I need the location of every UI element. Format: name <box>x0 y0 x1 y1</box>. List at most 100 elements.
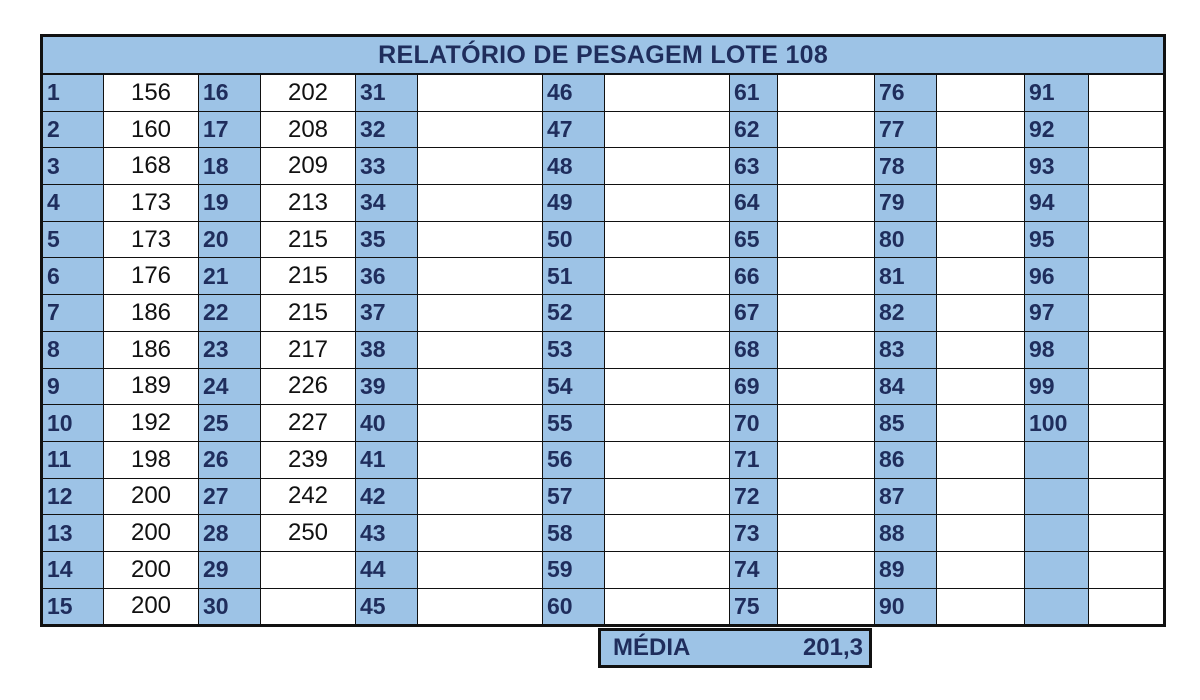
animal-number-cell: 30 <box>198 587 261 627</box>
average-label: MÉDIA <box>613 634 691 661</box>
weight-value-cell <box>604 147 730 186</box>
animal-number-cell: 64 <box>729 184 778 222</box>
table-row: 8 186 23 217 38 53 68 83 98 <box>41 330 1166 369</box>
weight-value-cell <box>260 550 356 589</box>
table-row: 10 192 25 227 40 55 70 85 100 <box>41 404 1166 442</box>
animal-number-cell: 84 <box>874 367 937 406</box>
weight-value-cell: 186 <box>103 294 199 332</box>
weight-value-cell <box>777 477 875 516</box>
animal-number-cell: 6 <box>41 257 104 296</box>
animal-number-cell: 38 <box>355 330 418 369</box>
animal-number-cell: 67 <box>729 294 778 332</box>
weight-value-cell <box>777 514 875 552</box>
animal-number-cell: 14 <box>41 550 104 589</box>
animal-number-cell: 93 <box>1024 147 1089 186</box>
animal-number-cell: 58 <box>542 514 605 552</box>
report-title: RELATÓRIO DE PESAGEM LOTE 108 <box>41 35 1165 75</box>
weight-value-cell: 156 <box>103 73 199 112</box>
animal-number-cell: 96 <box>1024 257 1089 296</box>
animal-number-cell: 82 <box>874 294 937 332</box>
animal-number-cell: 40 <box>355 404 418 442</box>
animal-number-cell: 80 <box>874 220 937 259</box>
weight-value-cell: 209 <box>260 147 356 186</box>
weight-value-cell: 173 <box>103 220 199 259</box>
animal-number-cell: 65 <box>729 220 778 259</box>
table-row: 11 198 26 239 41 56 71 86 <box>41 440 1166 479</box>
animal-number-cell: 9 <box>41 367 104 406</box>
weight-value-cell: 168 <box>103 147 199 186</box>
weight-value-cell <box>604 587 730 627</box>
weight-value-cell <box>417 477 543 516</box>
animal-number-cell: 10 <box>41 404 104 442</box>
animal-number-cell: 21 <box>198 257 261 296</box>
weight-value-cell: 202 <box>260 73 356 112</box>
animal-number-cell: 13 <box>41 514 104 552</box>
weight-value-cell <box>417 294 543 332</box>
weight-value-cell <box>1087 440 1166 479</box>
animal-number-cell: 76 <box>874 73 937 112</box>
animal-number-cell: 71 <box>729 440 778 479</box>
weight-value-cell: 213 <box>260 184 356 222</box>
animal-number-cell: 91 <box>1024 73 1089 112</box>
animal-number-cell: 99 <box>1024 367 1089 406</box>
weight-value-cell <box>936 73 1025 112</box>
weight-value-cell: 215 <box>260 220 356 259</box>
animal-number-cell: 2 <box>41 110 104 149</box>
animal-number-cell: 49 <box>542 184 605 222</box>
animal-number-cell: 77 <box>874 110 937 149</box>
animal-number-cell: 97 <box>1024 294 1089 332</box>
weight-value-cell <box>417 587 543 627</box>
animal-number-cell: 11 <box>41 440 104 479</box>
animal-number-cell: 47 <box>542 110 605 149</box>
animal-number-cell: 57 <box>542 477 605 516</box>
animal-number-cell: 7 <box>41 294 104 332</box>
weight-value-cell <box>936 330 1025 369</box>
animal-number-cell: 90 <box>874 587 937 627</box>
weight-value-cell <box>1087 147 1166 186</box>
weight-value-cell <box>1087 514 1166 552</box>
weight-value-cell: 200 <box>103 477 199 516</box>
animal-number-cell: 29 <box>198 550 261 589</box>
weight-value-cell: 217 <box>260 330 356 369</box>
weight-value-cell <box>417 404 543 442</box>
weight-value-cell <box>604 477 730 516</box>
animal-number-cell: 27 <box>198 477 261 516</box>
animal-number-cell: 12 <box>41 477 104 516</box>
weight-value-cell: 239 <box>260 440 356 479</box>
animal-number-cell: 33 <box>355 147 418 186</box>
animal-number-cell: 92 <box>1024 110 1089 149</box>
animal-number-cell: 25 <box>198 404 261 442</box>
weight-value-cell: 208 <box>260 110 356 149</box>
weight-value-cell <box>936 184 1025 222</box>
weight-value-cell <box>604 404 730 442</box>
animal-number-cell: 69 <box>729 367 778 406</box>
animal-number-cell: 34 <box>355 184 418 222</box>
animal-number-cell <box>1024 440 1089 479</box>
animal-number-cell: 87 <box>874 477 937 516</box>
animal-number-cell: 60 <box>542 587 605 627</box>
animal-number-cell: 81 <box>874 257 937 296</box>
weight-value-cell <box>604 110 730 149</box>
animal-number-cell: 20 <box>198 220 261 259</box>
weighing-table: RELATÓRIO DE PESAGEM LOTE 108 1 156 16 202 3… <box>40 34 1167 628</box>
animal-number-cell: 95 <box>1024 220 1089 259</box>
animal-number-cell: 32 <box>355 110 418 149</box>
animal-number-cell: 79 <box>874 184 937 222</box>
table-row: 3 168 18 209 33 48 63 78 93 <box>41 147 1166 186</box>
weight-value-cell <box>1087 404 1166 442</box>
weight-value-cell <box>604 330 730 369</box>
animal-number-cell: 42 <box>355 477 418 516</box>
animal-number-cell: 39 <box>355 367 418 406</box>
table-row: 1 156 16 202 31 46 61 76 91 <box>41 73 1166 112</box>
weight-value-cell: 215 <box>260 294 356 332</box>
weight-value-cell <box>936 220 1025 259</box>
weight-value-cell <box>417 220 543 259</box>
animal-number-cell: 75 <box>729 587 778 627</box>
table-row: 12 200 27 242 42 57 72 87 <box>41 477 1166 516</box>
animal-number-cell: 86 <box>874 440 937 479</box>
table-row: 15 200 30 45 60 75 90 <box>41 587 1166 627</box>
animal-number-cell: 74 <box>729 550 778 589</box>
weight-value-cell <box>777 404 875 442</box>
weight-value-cell <box>936 147 1025 186</box>
weight-value-cell <box>777 550 875 589</box>
